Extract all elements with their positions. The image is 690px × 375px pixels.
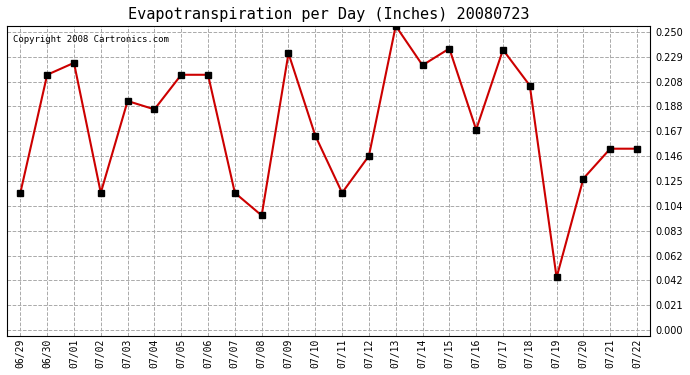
Text: Copyright 2008 Cartronics.com: Copyright 2008 Cartronics.com xyxy=(13,35,169,44)
Title: Evapotranspiration per Day (Inches) 20080723: Evapotranspiration per Day (Inches) 2008… xyxy=(128,7,529,22)
